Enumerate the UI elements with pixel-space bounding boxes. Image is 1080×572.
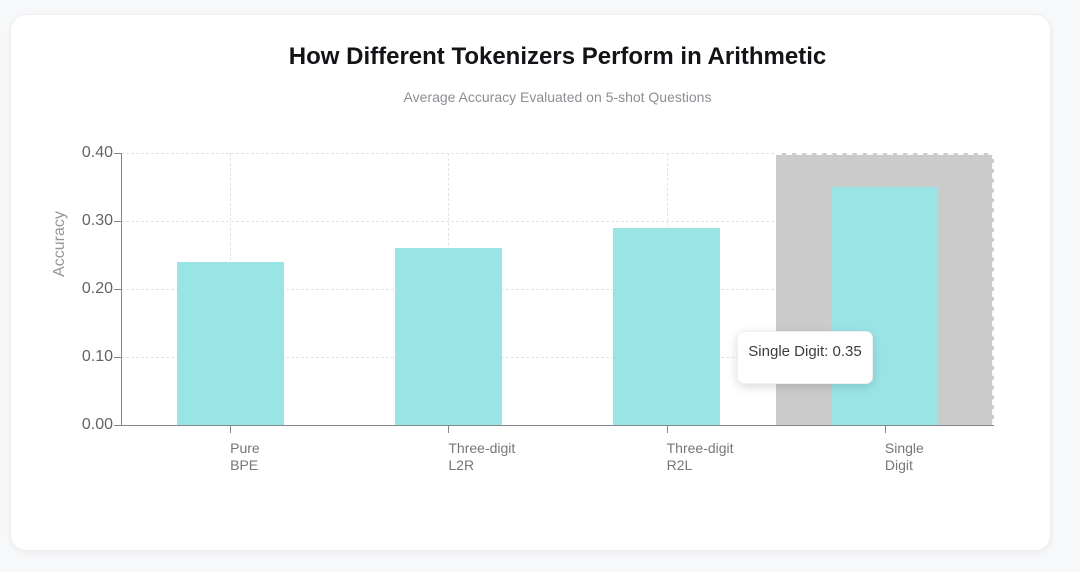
y-axis-line	[121, 153, 122, 426]
x-axis-tick	[666, 426, 668, 433]
y-tick-label: 0.20	[81, 280, 113, 297]
x-tick-label: Pure BPE	[150, 440, 310, 473]
x-axis-tick	[230, 426, 232, 433]
x-tick-label-line: L2R	[448, 457, 475, 473]
y-axis-tick	[114, 289, 121, 290]
x-axis-tick	[448, 426, 450, 433]
x-tick-label-line: Digit	[884, 457, 913, 473]
x-tick-label-line: R2L	[666, 457, 693, 473]
x-axis-tick	[884, 426, 886, 433]
y-tick-label: 0.30	[81, 212, 113, 229]
gridline-horizontal	[121, 221, 994, 222]
y-axis-tick	[114, 357, 121, 358]
bar-three-digit-l2r[interactable]	[394, 248, 502, 425]
x-tick-label: Three-digit L2R	[368, 440, 528, 473]
gridline-horizontal	[121, 153, 994, 154]
bar-three-digit-r2l[interactable]	[613, 227, 721, 425]
y-tick-label: 0.00	[81, 416, 113, 433]
tooltip: Single Digit: 0.35	[737, 331, 873, 384]
x-tick-label: Single Digit	[805, 440, 965, 473]
x-tick-label-line: Three-digit	[666, 440, 734, 456]
x-tick-label-line: Pure	[230, 440, 260, 456]
y-tick-label: 0.10	[81, 348, 113, 365]
x-tick-label-line: BPE	[230, 457, 259, 473]
bar-pure-bpe[interactable]	[176, 261, 284, 425]
bar-single-digit[interactable]	[831, 187, 939, 425]
gridline-horizontal	[121, 357, 994, 358]
chart-title: How Different Tokenizers Perform in Arit…	[288, 43, 827, 70]
gridline-horizontal	[121, 289, 994, 290]
x-tick-label: Three-digit R2L	[587, 440, 747, 473]
chart-card: How Different Tokenizers Perform in Arit…	[10, 14, 1051, 551]
y-axis-tick	[114, 153, 121, 154]
plot-area: 0.00 0.10 0.20 0.30 0.40 Pure BPE Three-digit L2…	[82, 144, 994, 473]
y-tick-label: 0.40	[81, 144, 113, 161]
x-tick-label-line: Three-digit	[448, 440, 516, 456]
y-axis-tick	[114, 425, 121, 426]
y-axis-tick	[114, 221, 121, 222]
x-tick-label-line: Single	[884, 440, 924, 456]
chart-subtitle: Average Accuracy Evaluated on 5-shot Que…	[403, 89, 712, 105]
tooltip-text: Single Digit: 0.35	[748, 343, 862, 360]
x-axis-line	[121, 425, 994, 426]
